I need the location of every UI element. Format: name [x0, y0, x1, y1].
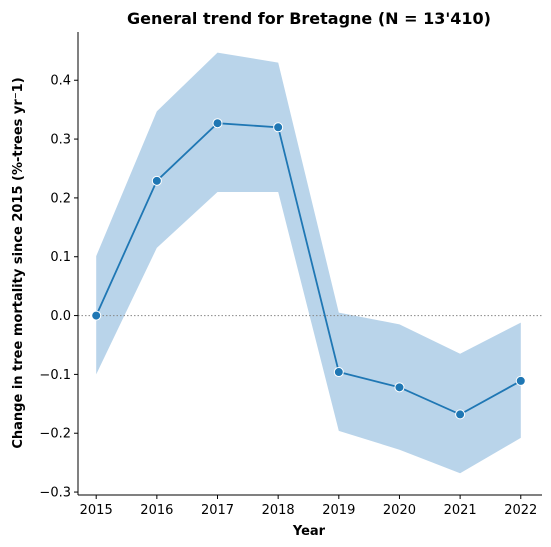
x-tick-label: 2022 — [504, 503, 537, 518]
y-tick-label: 0.1 — [50, 250, 71, 265]
x-axis-label: Year — [292, 524, 326, 539]
data-point-2022 — [515, 375, 526, 386]
data-point-2018 — [273, 122, 284, 133]
y-tick-label: −0.3 — [39, 486, 71, 501]
x-tick-label: 2018 — [262, 503, 295, 518]
y-axis-label: Change in tree mortality since 2015 (%-t… — [11, 77, 26, 448]
chart-title: General trend for Bretagne (N = 13'410) — [127, 9, 491, 28]
confidence-band — [96, 52, 521, 474]
plot-area — [78, 52, 542, 474]
y-tick-label: 0.0 — [50, 309, 71, 324]
x-tick-label: 2021 — [444, 503, 477, 518]
y-tick-label: 0.3 — [50, 133, 71, 148]
x-tick-label: 2017 — [201, 503, 234, 518]
data-point-2015 — [91, 310, 102, 321]
x-tick-label: 2016 — [140, 503, 173, 518]
x-tick-label: 2015 — [80, 503, 113, 518]
data-point-2016 — [151, 175, 162, 186]
x-tick-label: 2019 — [322, 503, 355, 518]
data-points — [91, 118, 526, 420]
series-line — [95, 122, 522, 416]
axes: 2015 2016 2017 2018 2019 2020 2021 2022 −0.3−0.… — [39, 32, 542, 518]
data-point-2021 — [455, 409, 466, 420]
data-point-2019 — [333, 367, 344, 378]
y-ticks: −0.3 −0.2 −0.1 0.0 0.1 0.2 0.3 0.4 — [39, 74, 78, 501]
y-tick-label: −0.2 — [39, 427, 71, 442]
data-point-2020 — [394, 382, 405, 393]
y-tick-label: 0.2 — [50, 191, 71, 206]
x-ticks: 2015 2016 2017 2018 2019 2020 2021 2022 — [80, 495, 537, 518]
data-point-2017 — [212, 118, 223, 129]
y-tick-label: 0.4 — [50, 74, 71, 89]
y-tick-label: −0.1 — [39, 368, 71, 383]
x-tick-label: 2020 — [383, 503, 416, 518]
